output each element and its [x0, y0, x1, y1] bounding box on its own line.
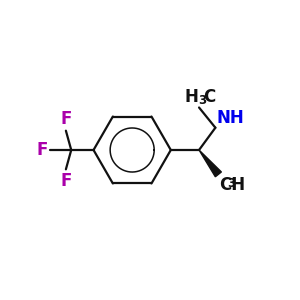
Text: F: F: [60, 110, 72, 128]
Text: 3: 3: [198, 94, 207, 106]
Text: H: H: [184, 88, 198, 106]
Text: F: F: [37, 141, 48, 159]
Text: F: F: [60, 172, 72, 190]
Text: CH: CH: [220, 176, 246, 194]
Text: NH: NH: [217, 109, 244, 127]
Polygon shape: [199, 150, 221, 177]
Text: 3: 3: [227, 177, 236, 190]
Text: C: C: [203, 88, 215, 106]
